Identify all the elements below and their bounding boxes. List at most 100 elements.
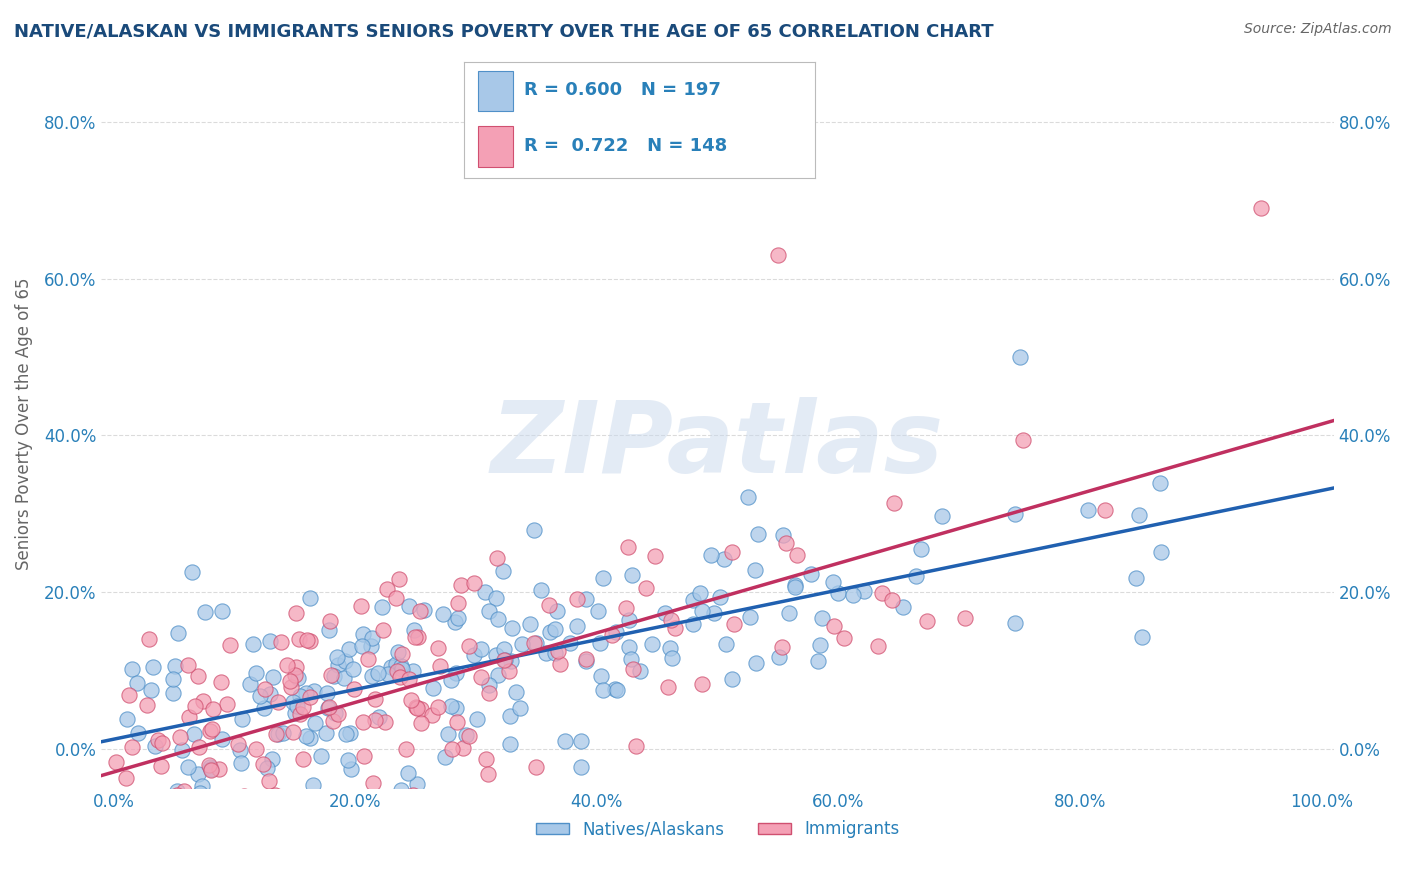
Point: [485, 591, 508, 606]
Point: [398, 599, 420, 613]
Point: [318, 700, 340, 714]
Point: [409, 715, 432, 730]
Point: [904, 569, 927, 583]
Point: [292, 700, 315, 714]
Text: R = 0.600   N = 197: R = 0.600 N = 197: [524, 81, 721, 99]
Point: [868, 640, 890, 654]
Point: [127, 726, 149, 740]
Point: [285, 660, 308, 674]
Point: [405, 700, 427, 714]
Point: [326, 649, 349, 664]
Point: [770, 640, 793, 655]
Point: [640, 638, 662, 652]
Point: [387, 645, 409, 659]
Point: [931, 508, 953, 523]
Point: [104, 755, 127, 769]
Point: [477, 766, 499, 780]
Point: [501, 621, 523, 635]
Point: [166, 783, 188, 797]
Point: [249, 689, 271, 703]
Text: NATIVE/ALASKAN VS IMMIGRANTS SENIORS POVERTY OVER THE AGE OF 65 CORRELATION CHAR: NATIVE/ALASKAN VS IMMIGRANTS SENIORS POV…: [14, 22, 994, 40]
Point: [201, 702, 224, 716]
Point: [302, 778, 325, 792]
Point: [284, 668, 307, 682]
Point: [575, 652, 598, 666]
Point: [399, 693, 422, 707]
Point: [786, 548, 808, 562]
Point: [112, 811, 135, 825]
Point: [450, 578, 472, 592]
Point: [738, 610, 761, 624]
Point: [304, 716, 326, 731]
Text: R =  0.722   N = 148: R = 0.722 N = 148: [524, 137, 727, 155]
Text: Source: ZipAtlas.com: Source: ZipAtlas.com: [1244, 22, 1392, 37]
Point: [723, 617, 745, 632]
Point: [883, 496, 905, 510]
Point: [299, 690, 322, 704]
Point: [389, 659, 412, 673]
Point: [371, 623, 394, 637]
Point: [778, 607, 800, 621]
Point: [146, 733, 169, 747]
Point: [486, 668, 509, 682]
Point: [953, 611, 976, 625]
Point: [343, 681, 366, 696]
Point: [628, 664, 651, 678]
Point: [745, 656, 768, 670]
Point: [485, 550, 508, 565]
Point: [474, 585, 496, 599]
Point: [194, 797, 217, 812]
Point: [156, 856, 179, 871]
Point: [367, 665, 389, 680]
Point: [181, 565, 204, 579]
Point: [530, 583, 553, 598]
Point: [197, 757, 219, 772]
Point: [538, 624, 561, 639]
Point: [201, 722, 224, 736]
Point: [624, 739, 647, 753]
Point: [447, 611, 470, 625]
Point: [184, 699, 207, 714]
Point: [295, 686, 318, 700]
Point: [644, 549, 666, 564]
Point: [361, 776, 384, 790]
Point: [388, 572, 411, 586]
Point: [232, 789, 254, 804]
Point: [352, 626, 374, 640]
Point: [544, 646, 567, 660]
Point: [440, 673, 463, 687]
Point: [267, 727, 290, 741]
Point: [1125, 571, 1147, 585]
Point: [211, 604, 233, 618]
Point: [409, 604, 432, 618]
Point: [215, 697, 238, 711]
Point: [166, 789, 188, 803]
Point: [319, 614, 342, 628]
Point: [1076, 503, 1098, 517]
Point: [191, 779, 214, 793]
Point: [295, 633, 318, 648]
Point: [388, 670, 411, 684]
Point: [536, 646, 558, 660]
Point: [713, 551, 735, 566]
Point: [115, 712, 138, 726]
Point: [200, 760, 222, 774]
Point: [361, 669, 384, 683]
Point: [169, 859, 191, 873]
Point: [284, 706, 307, 721]
Point: [690, 603, 713, 617]
Point: [682, 617, 704, 632]
Point: [395, 742, 418, 756]
Point: [446, 715, 468, 730]
Point: [617, 540, 640, 554]
Point: [498, 664, 520, 678]
Point: [558, 635, 581, 649]
Point: [335, 654, 357, 668]
Point: [917, 615, 939, 629]
Point: [589, 669, 612, 683]
Point: [600, 628, 623, 642]
Point: [179, 795, 201, 809]
Point: [337, 641, 360, 656]
Point: [1250, 202, 1272, 216]
Point: [270, 635, 292, 649]
